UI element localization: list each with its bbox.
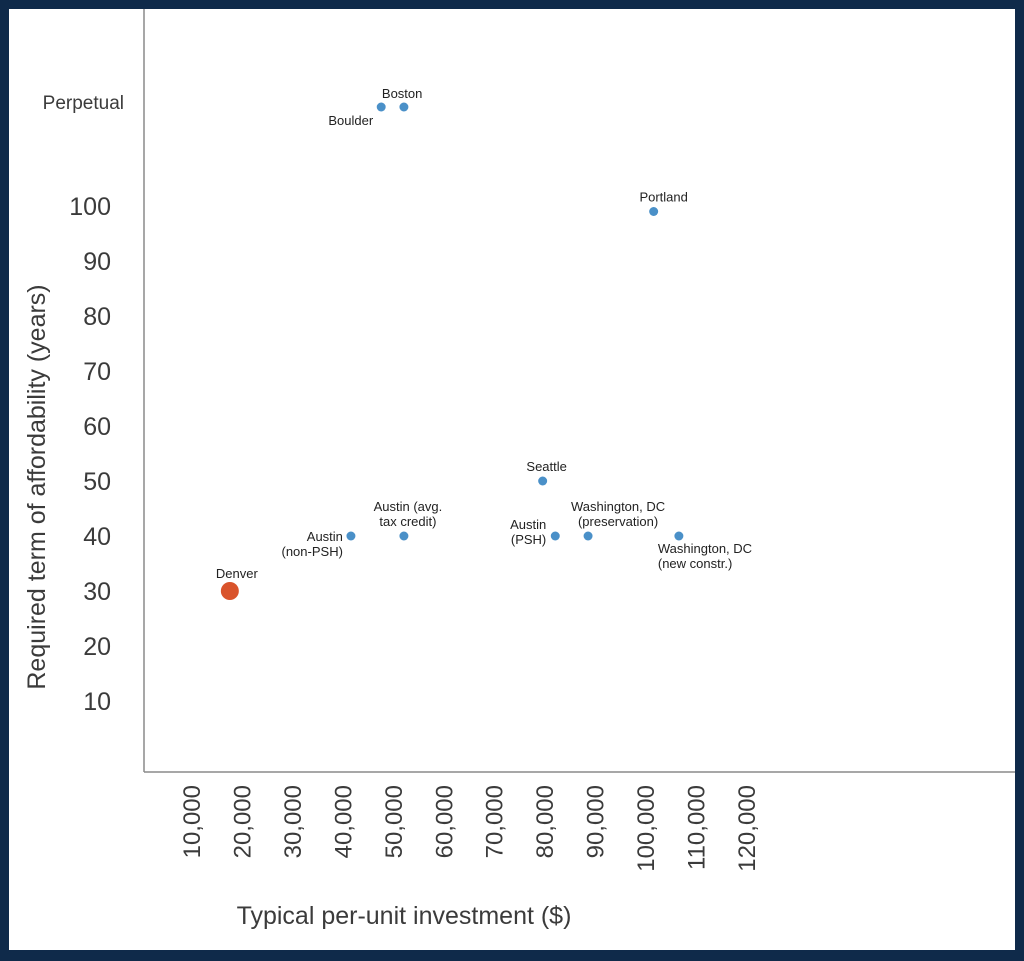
point-austin-avg-tax-credit — [399, 531, 409, 541]
point-label-line: Austin — [510, 517, 546, 532]
x-tick-label: 40,000 — [330, 785, 357, 858]
point-boulder — [376, 102, 386, 112]
point-label-line: Boulder — [328, 113, 373, 128]
point-washington-dc-new-constr — [674, 531, 684, 541]
point-label: Washington, DC (new constr.) — [658, 541, 752, 571]
point-label-line: Austin (avg. — [374, 499, 443, 514]
y-tick-label: 10 — [83, 688, 111, 716]
point-seattle — [538, 476, 548, 486]
point-label-line: Portland — [639, 190, 687, 205]
y-category-label-perpetual: Perpetual — [43, 93, 124, 114]
point-label-line: Denver — [216, 566, 259, 581]
point-label: Portland — [639, 190, 687, 205]
y-tick-label: 60 — [83, 413, 111, 441]
point-label-line: Boston — [382, 86, 422, 101]
y-tick-label: 40 — [83, 523, 111, 551]
x-tick-label: 10,000 — [179, 785, 206, 858]
x-tick-label: 30,000 — [280, 785, 307, 858]
y-tick-label: 70 — [83, 358, 111, 386]
point-label-line: (PSH) — [511, 532, 546, 547]
point-label-line: Austin — [307, 529, 343, 544]
x-tick-label: 20,000 — [229, 785, 256, 858]
point-label: Boulder — [328, 113, 373, 128]
y-tick-label: 50 — [83, 468, 111, 496]
point-label: Austin (avg. tax credit) — [374, 499, 443, 529]
y-tick-label: 20 — [83, 633, 111, 661]
x-tick-label: 80,000 — [532, 785, 559, 858]
point-label-line: (preservation) — [578, 514, 658, 529]
point-washington-dc-preservation — [583, 531, 593, 541]
x-tick-label: 60,000 — [431, 785, 458, 858]
y-tick-label: 30 — [83, 578, 111, 606]
point-label: Denver — [216, 566, 259, 581]
point-label-line: Washington, DC — [658, 541, 752, 556]
chart-frame — [9, 9, 1015, 950]
x-tick-label: 90,000 — [583, 785, 610, 858]
point-label: Seattle — [526, 459, 566, 474]
y-tick-label: 100 — [69, 193, 111, 221]
y-tick-labels: 10 20 30 40 50 60 70 80 90 100 — [69, 193, 111, 716]
point-denver — [220, 582, 239, 600]
x-tick-label: 120,000 — [734, 785, 761, 872]
x-tick-label: 50,000 — [381, 785, 408, 858]
point-boston — [399, 102, 409, 112]
x-tick-labels: 10,000 20,000 30,000 40,000 50,000 60,000 70,0… — [179, 785, 761, 872]
point-label-line: Seattle — [526, 459, 566, 474]
point-label: Washington, DC (preservation) — [571, 499, 665, 529]
point-austin-non-psh — [346, 531, 356, 541]
x-axis-label: Typical per-unit investment ($) — [237, 902, 572, 930]
point-label-line: tax credit) — [379, 514, 436, 529]
x-tick-label: 110,000 — [684, 785, 711, 870]
x-tick-label: 100,000 — [633, 785, 660, 872]
point-label: Boston — [382, 86, 422, 101]
y-tick-label: 90 — [83, 248, 111, 276]
point-label: Austin (non-PSH) — [282, 529, 343, 559]
x-tick-label: 70,000 — [482, 785, 509, 858]
y-tick-label: 80 — [83, 303, 111, 331]
point-label-line: Washington, DC — [571, 499, 665, 514]
point-austin-psh — [550, 531, 560, 541]
point-label-line: (new constr.) — [658, 556, 732, 571]
axes — [143, 9, 1015, 773]
point-label-line: (non-PSH) — [282, 544, 343, 559]
y-axis-label: Required term of affordability (years) — [23, 284, 51, 689]
point-portland — [649, 207, 659, 216]
point-label: Austin (PSH) — [510, 517, 546, 547]
